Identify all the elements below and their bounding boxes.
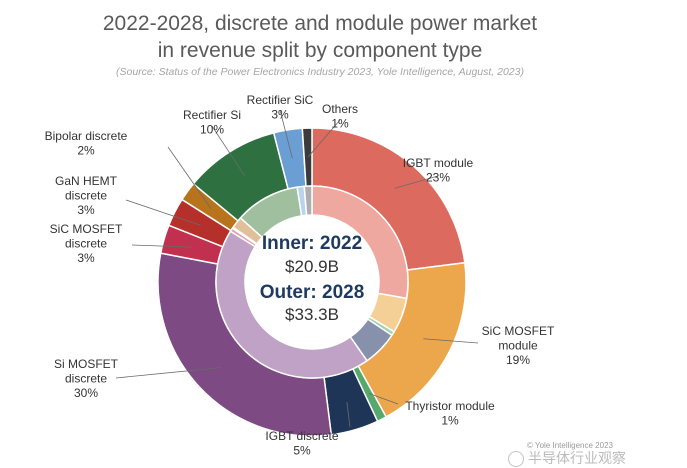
label-text: Others	[322, 102, 358, 116]
wechat-icon	[508, 451, 524, 468]
label-others: Others 1%	[322, 102, 358, 131]
label-text: Thyristor module	[405, 399, 495, 413]
label-text: discrete	[65, 237, 107, 251]
leader-thyristor-module	[368, 392, 399, 405]
chart-title: 2022-2028, discrete and module power mar…	[0, 10, 640, 64]
leader-rectifier-si	[211, 125, 246, 177]
label-text: SiC MOSFET	[50, 222, 123, 236]
label-value: 2%	[77, 144, 95, 158]
leader-sic-mosfet-module	[423, 338, 479, 344]
label-value: 23%	[426, 171, 450, 185]
label-value: 1%	[441, 414, 459, 428]
chart-title-line1: 2022-2028, discrete and module power mar…	[102, 12, 538, 35]
watermark: 半导体行业观察	[508, 448, 626, 468]
inner-ring-2022	[215, 185, 409, 379]
inner-slice-si-mosfet-discrete	[215, 230, 369, 379]
leader-gan-hemt-discrete	[125, 199, 201, 226]
label-si-mosfet-discrete: Si MOSFET discrete 30%	[54, 357, 119, 400]
label-igbt-module: IGBT module 23%	[403, 156, 474, 185]
center-inner-label: Inner: 2022	[262, 233, 362, 254]
center-inner-value: $20.9B	[285, 257, 339, 276]
label-text: module	[498, 339, 538, 353]
label-bipolar-discrete: Bipolar discrete 2%	[45, 129, 128, 158]
leader-si-mosfet-discrete	[115, 367, 221, 379]
label-sic-mosfet-module: SiC MOSFET module 19%	[482, 324, 555, 367]
label-text: GaN HEMT	[55, 174, 118, 188]
leader-igbt-module	[394, 175, 439, 189]
chart-source: (Source: Status of the Power Electronics…	[116, 66, 524, 78]
inner-slice-others	[303, 185, 313, 217]
label-text: Rectifier SiC	[247, 93, 314, 107]
outer-ring-2028	[157, 127, 467, 437]
label-text: discrete	[65, 189, 107, 203]
label-thyristor-module: Thyristor module 1%	[405, 399, 495, 428]
label-value: 19%	[506, 353, 530, 367]
leader-sic-mosfet-discrete	[131, 244, 192, 248]
label-text: Rectifier Si	[183, 108, 241, 122]
center-outer-value: $33.3B	[285, 305, 339, 324]
label-igbt-discrete: IGBT discrete 5%	[265, 429, 338, 458]
label-text: SiC MOSFET	[482, 324, 555, 338]
label-value: 3%	[77, 203, 95, 217]
label-text: IGBT discrete	[265, 429, 338, 443]
leader-rectifier-sic	[279, 109, 293, 159]
leader-igbt-discrete	[346, 401, 351, 428]
label-text: discrete	[65, 372, 107, 386]
center-text: Inner: 2022 $20.9B Outer: 2028 $33.3B	[260, 233, 365, 324]
watermark-text: 半导体行业观察	[528, 450, 626, 466]
label-value: 5%	[293, 444, 311, 458]
label-rectifier-sic: Rectifier SiC 3%	[247, 93, 314, 122]
leader-bipolar-discrete	[167, 146, 212, 209]
leader-others	[307, 119, 341, 158]
copyright-text: © Yole Intelligence 2023	[527, 441, 613, 450]
center-outer-label: Outer: 2028	[260, 282, 365, 303]
label-value: 3%	[77, 251, 95, 265]
segment-labels: IGBT module 23%SiC MOSFET module 19%Thyrist…	[45, 93, 555, 458]
label-sic-mosfet-discrete: SiC MOSFET discrete 3%	[50, 222, 123, 265]
label-value: 10%	[200, 123, 224, 137]
label-text: Si MOSFET	[54, 357, 119, 371]
label-value: 30%	[74, 386, 98, 400]
label-value: 3%	[271, 108, 289, 122]
label-rectifier-si: Rectifier Si 10%	[183, 108, 241, 137]
chart-title-line2: in revenue split by component type	[157, 39, 483, 62]
label-text: IGBT module	[403, 156, 474, 170]
label-gan-hemt-discrete: GaN HEMT discrete 3%	[55, 174, 118, 217]
leader-lines	[115, 109, 479, 428]
label-text: Bipolar discrete	[45, 129, 128, 143]
label-value: 1%	[331, 117, 349, 131]
